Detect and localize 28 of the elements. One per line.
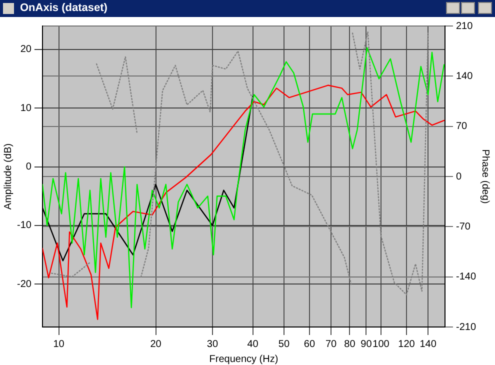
x-tick-label: 50	[278, 338, 290, 350]
y2-tick-label: 0	[456, 171, 462, 182]
y-tick-label: 20	[20, 44, 32, 56]
y2-tick-label: 70	[456, 121, 468, 132]
y2-tick-label: -70	[456, 221, 471, 232]
x-tick-label: 70	[326, 338, 338, 350]
y2-axis-title: Phase (deg)	[479, 149, 490, 204]
y2-tick-label: -140	[456, 272, 476, 283]
y-tick-label: 0	[26, 162, 32, 173]
x-tick-label: 60	[304, 338, 316, 350]
x-tick-label: 80	[344, 338, 356, 350]
x-tick-label: 30	[206, 338, 218, 350]
x-tick-label: 90	[360, 338, 372, 350]
x-tick-label: 140	[420, 338, 437, 350]
x-tick-label: 20	[150, 338, 162, 350]
y-tick-label: -10	[17, 220, 32, 232]
y2-tick-label: 140	[456, 70, 474, 82]
x-tick-label: 10	[53, 338, 65, 350]
x-tick-label: 100	[372, 338, 390, 350]
x-axis-title: Frequency (Hz)	[209, 354, 278, 365]
y2-tick-label: -210	[456, 322, 476, 333]
y-axis-title: Amplitude (dB)	[2, 143, 14, 210]
y-tick-label: -20	[17, 278, 32, 290]
x-tick-label: 40	[247, 338, 259, 350]
x-tick-label: 120	[398, 338, 416, 350]
y2-tick-label: 210	[456, 20, 474, 32]
y-tick-label: 10	[20, 102, 32, 114]
chart-title: OnAxis (dataset)	[20, 1, 108, 16]
